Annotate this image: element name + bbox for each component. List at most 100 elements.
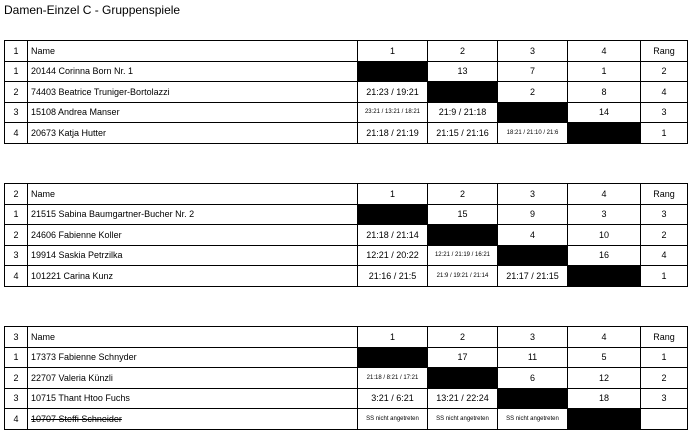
result-cell: 11 [497,346,568,368]
player-row: 3 15108 Andrea Manser 23:21 / 13:21 / 18:2… [4,101,688,123]
result-cell: 14 [567,101,641,123]
column-header: 2 [427,40,498,62]
player-name: 21515 Sabina Baumgartner-Bucher Nr. 2 [27,203,358,225]
group-table: 2 Name 1 2 3 4 Rang 1 21515 Sabina Baumgartner-B… [4,183,688,287]
result-cell: 18 [567,387,641,409]
player-row: 3 19914 Saskia Petrzilka 12:21 / 20:22 12:2… [4,244,688,266]
result-cell: 12:21 / 21:19 / 16:21 [427,244,498,266]
position: 3 [4,387,28,409]
blank-cell [567,408,641,430]
column-header: 4 [567,326,641,348]
result-cell: 21:18 / 8:21 / 17:21 [357,367,428,389]
result-cell: 7 [497,60,568,82]
header-row: 2 Name 1 2 3 4 Rang [4,183,688,205]
rank-header: Rang [640,326,688,348]
column-header: 1 [357,183,428,205]
result-cell: 17 [427,346,498,368]
position: 1 [4,203,28,225]
result-cell: 2 [497,81,568,103]
player-text: 101221 Carina Kunz [31,270,114,281]
result-cell: 23:21 / 13:21 / 18:21 [357,101,428,123]
blank-cell [497,387,568,409]
blank-cell [497,244,568,266]
result-cell: 1 [567,60,641,82]
result-cell: 18:21 / 21:10 / 21:6 [497,122,568,144]
result-cell: 10 [567,224,641,246]
player-row: 3 10715 Thant Htoo Fuchs 3:21 / 6:21 13:21 … [4,387,688,409]
rank: 3 [640,101,688,123]
blank-cell [357,203,428,225]
group-number: 3 [4,326,28,348]
rank: 2 [640,224,688,246]
player-name: 74403 Beatrice Truniger-Bortolazzi [27,81,358,103]
position: 4 [4,265,28,287]
result-cell: 21:16 / 21:5 [357,265,428,287]
header-row: 3 Name 1 2 3 4 Rang [4,326,688,348]
column-header: 1 [357,40,428,62]
result-cell: 5 [567,346,641,368]
rank: 1 [640,265,688,287]
result-cell: SS nicht angetreten [427,408,498,430]
result-cell: 13 [427,60,498,82]
group-table: 1 Name 1 2 3 4 Rang 1 20144 Corinna Born Nr. 1 13… [4,40,688,144]
group-number: 1 [4,40,28,62]
player-text: 74403 Beatrice Truniger-Bortolazzi [31,86,170,97]
column-header: 3 [497,326,568,348]
column-header: 3 [497,40,568,62]
result-cell: 21:23 / 19:21 [357,81,428,103]
player-name: 20673 Katja Hutter [27,122,358,144]
player-text: 24606 Fabienne Koller [31,229,122,240]
player-name: 10707 Steffi Schneider [27,408,358,430]
position: 3 [4,101,28,123]
column-header: 2 [427,183,498,205]
player-row: 4 20673 Katja Hutter 21:18 / 21:19 21:15 / … [4,122,688,144]
rank: 2 [640,60,688,82]
result-cell: 8 [567,81,641,103]
name-header: Name [27,326,358,348]
player-row: 1 21515 Sabina Baumgartner-Bucher Nr. 2 15… [4,203,688,225]
player-name: 15108 Andrea Manser [27,101,358,123]
result-cell: 21:18 / 21:19 [357,122,428,144]
player-text: 22707 Valeria Künzli [31,372,113,383]
result-cell: 3:21 / 6:21 [357,387,428,409]
result-cell: 15 [427,203,498,225]
result-cell: 4 [497,224,568,246]
player-text: 19914 Saskia Petrzilka [31,250,123,261]
column-header: 3 [497,183,568,205]
player-name: 24606 Fabienne Koller [27,224,358,246]
player-text: 10715 Thant Htoo Fuchs [31,393,130,404]
name-header: Name [27,183,358,205]
name-header: Name [27,40,358,62]
blank-cell [427,367,498,389]
player-row: 4 101221 Carina Kunz 21:16 / 21:5 21:9 / 19… [4,265,688,287]
result-cell: 21:9 / 21:18 [427,101,498,123]
result-cell: 3 [567,203,641,225]
page-title: Damen-Einzel C - Gruppenspiele [4,3,181,17]
player-row: 2 74403 Beatrice Truniger-Bortolazzi 21:23… [4,81,688,103]
position: 2 [4,224,28,246]
blank-cell [567,122,641,144]
result-cell: 6 [497,367,568,389]
group-table: 3 Name 1 2 3 4 Rang 1 17373 Fabienne Schnyder 17 1… [4,326,688,430]
result-cell: 21:18 / 21:14 [357,224,428,246]
column-header: 1 [357,326,428,348]
player-row: 1 17373 Fabienne Schnyder 17 11 5 1 [4,346,688,368]
blank-cell [427,81,498,103]
position: 2 [4,81,28,103]
player-text: 15108 Andrea Manser [31,107,120,118]
player-name: 19914 Saskia Petrzilka [27,244,358,266]
blank-cell [357,60,428,82]
rank: 1 [640,346,688,368]
position: 4 [4,408,28,430]
player-name: 101221 Carina Kunz [27,265,358,287]
result-cell: 21:15 / 21:16 [427,122,498,144]
result-cell: 12 [567,367,641,389]
header-row: 1 Name 1 2 3 4 Rang [4,40,688,62]
result-cell: 9 [497,203,568,225]
position: 4 [4,122,28,144]
player-name: 20144 Corinna Born Nr. 1 [27,60,358,82]
blank-cell [357,346,428,368]
column-header: 2 [427,326,498,348]
player-text: 20673 Katja Hutter [31,127,107,138]
player-text: 10707 Steffi Schneider [31,413,122,424]
